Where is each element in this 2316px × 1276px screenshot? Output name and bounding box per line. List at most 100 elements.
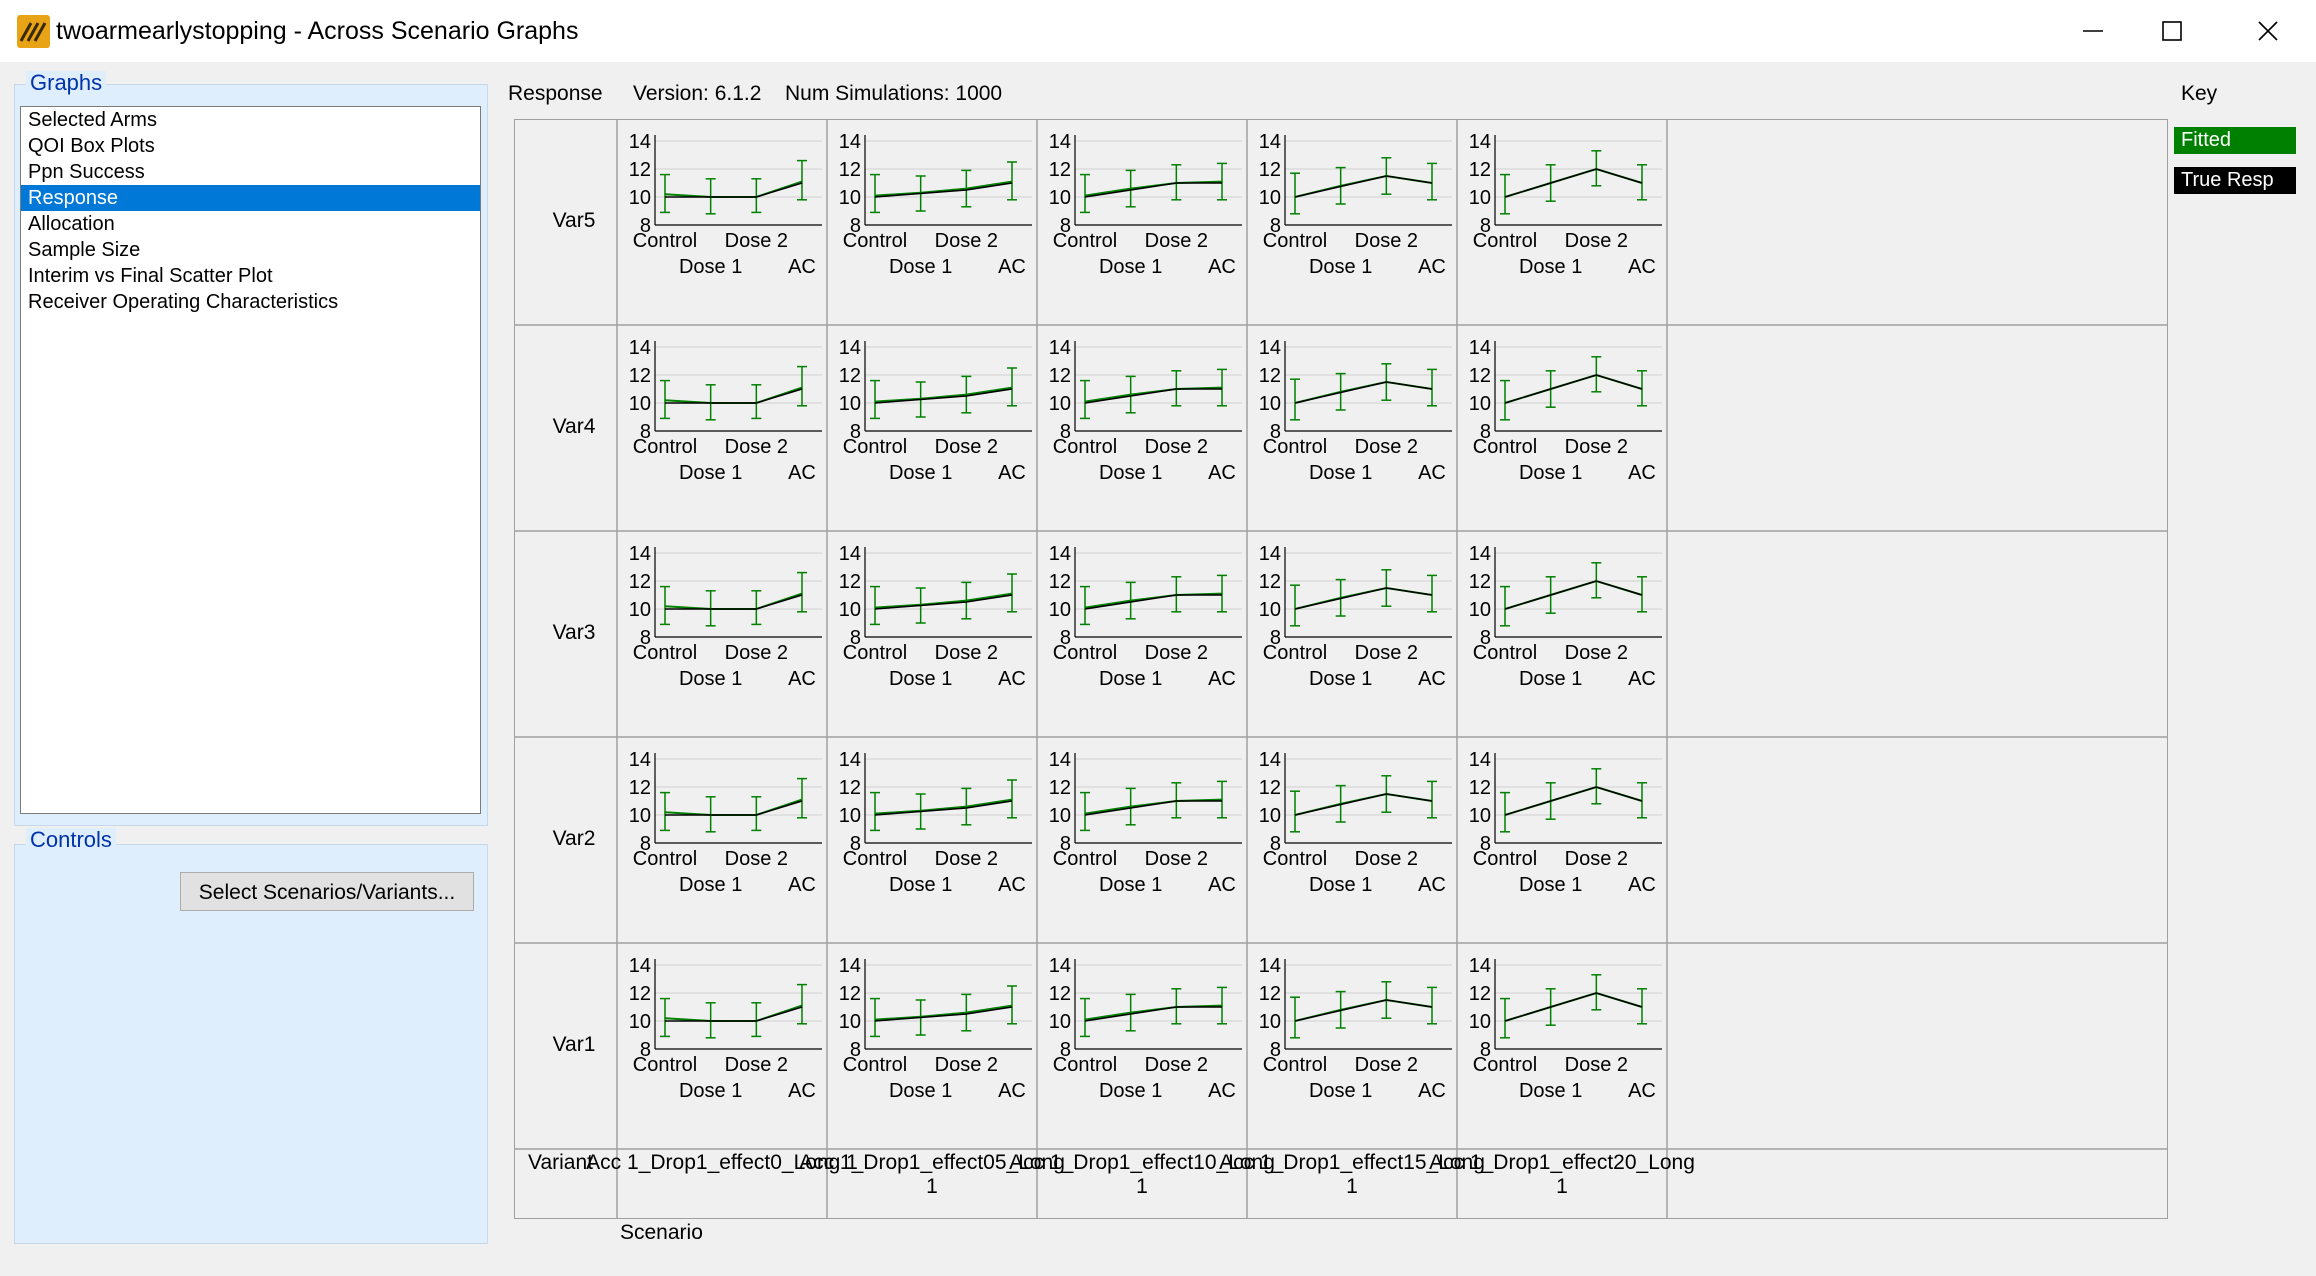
maximize-button[interactable] [2126,0,2218,62]
y-tick-label: 14 [1259,131,1281,153]
y-tick-label: 12 [1469,365,1491,387]
x-tick-label: Control [843,230,907,252]
y-tick-label: 14 [1259,337,1281,359]
y-tick-label: 10 [1469,1011,1491,1033]
y-tick-label: 8 [1480,1039,1491,1061]
x-tick-label: Control [1053,848,1117,870]
y-tick-label: 8 [640,215,651,237]
fitted-line [1504,373,1643,404]
graph-list-item[interactable]: Ppn Success [28,161,145,183]
x-tick-label: AC [1418,874,1446,896]
y-tick-label: 8 [1480,421,1491,443]
x-tick-label: Dose 1 [1099,256,1162,278]
graph-list-item[interactable]: Allocation [28,213,115,235]
y-tick-label: 12 [1049,159,1071,181]
scenario-column-label-cont: 1 [926,1175,938,1198]
select-scenarios-button[interactable]: Select Scenarios/Variants... [180,872,474,911]
graph-list-item[interactable]: Interim vs Final Scatter Plot [28,265,273,287]
y-tick-label: 8 [1060,627,1071,649]
y-tick-label: 14 [1259,955,1281,977]
window-title: twoarmearlystopping - Across Scenario Gr… [56,17,579,45]
x-tick-label: Dose 2 [935,230,998,252]
x-tick-label: Dose 1 [1099,668,1162,690]
x-tick-label: AC [1418,462,1446,484]
x-tick-label: Control [843,1054,907,1076]
x-tick-label: Control [1263,1054,1327,1076]
graph-list-item[interactable]: Selected Arms [28,109,157,131]
x-tick-label: Dose 2 [935,1054,998,1076]
y-tick-label: 10 [629,599,651,621]
x-tick-label: Dose 1 [679,462,742,484]
x-tick-label: Dose 2 [725,642,788,664]
x-tick-label: AC [1208,256,1236,278]
y-tick-label: 8 [1480,215,1491,237]
variant-row-label: Var2 [553,827,596,850]
x-tick-label: Dose 1 [889,256,952,278]
y-tick-label: 14 [1049,955,1071,977]
true-response-line [1294,381,1433,404]
x-tick-label: AC [1208,668,1236,690]
x-tick-label: AC [788,1080,816,1102]
y-tick-label: 10 [629,187,651,209]
graph-list-item[interactable]: Response [21,185,480,211]
x-tick-label: AC [998,256,1026,278]
x-tick-label: Dose 2 [725,436,788,458]
y-tick-label: 8 [1270,421,1281,443]
maximize-icon [2162,21,2182,41]
scenario-column-label: Acc 1_Drop1_effect10_Long [1009,1151,1275,1174]
x-tick-label: Dose 2 [1355,230,1418,252]
x-tick-label: Dose 1 [889,1080,952,1102]
x-tick-label: AC [1628,1080,1656,1102]
controls-group-title: Controls [26,828,116,852]
graph-list-item[interactable]: Sample Size [28,239,141,261]
x-tick-label: Dose 1 [1309,874,1372,896]
x-tick-label: Control [1053,230,1117,252]
y-tick-label: 12 [1469,983,1491,1005]
y-tick-label: 14 [839,749,861,771]
grid-border [514,119,2168,1219]
y-tick-label: 10 [839,805,861,827]
true-response-line [874,388,1013,404]
minimize-button[interactable] [2047,0,2139,62]
y-tick-label: 10 [1049,1011,1071,1033]
x-tick-label: Control [843,642,907,664]
graph-list-item[interactable]: Receiver Operating Characteristics [28,291,339,313]
graph-list-item[interactable]: QOI Box Plots [28,135,155,157]
x-tick-label: Control [633,230,697,252]
graph-type-list[interactable]: Selected Arms QOI Box Plots Ppn Success Res… [20,106,481,814]
y-tick-label: 10 [1049,393,1071,415]
x-tick-label: Dose 1 [679,668,742,690]
true-response-line [1084,1006,1222,1022]
x-tick-label: Dose 2 [1565,848,1628,870]
y-tick-label: 10 [1049,805,1071,827]
x-tick-label: Dose 2 [1355,848,1418,870]
fitted-line [874,180,1013,197]
y-tick-label: 8 [1270,627,1281,649]
y-tick-label: 14 [1469,337,1491,359]
y-tick-label: 12 [839,365,861,387]
x-tick-label: Control [843,436,907,458]
true-response-line [1084,594,1222,610]
close-button[interactable] [2222,0,2314,62]
x-tick-label: Dose 2 [1355,436,1418,458]
x-tick-label: Dose 2 [935,848,998,870]
key-true-resp: True Resp [2174,167,2296,194]
y-tick-label: 12 [629,571,651,593]
x-tick-label: Control [1473,848,1537,870]
true-response-line [1084,182,1222,198]
x-tick-label: AC [788,256,816,278]
x-tick-label: AC [998,462,1026,484]
scenario-column-label-cont: 1 [1346,1175,1358,1198]
y-tick-label: 14 [839,543,861,565]
y-tick-label: 14 [1049,749,1071,771]
y-tick-label: 12 [1049,571,1071,593]
x-tick-label: Dose 2 [1145,642,1208,664]
y-tick-label: 14 [839,337,861,359]
y-tick-label: 10 [1469,393,1491,415]
y-tick-label: 14 [1259,543,1281,565]
x-tick-label: Dose 1 [1519,874,1582,896]
x-tick-label: Dose 2 [1565,230,1628,252]
x-tick-label: Control [1263,436,1327,458]
x-tick-label: Control [1053,436,1117,458]
scenario-column-label: Acc 1_Drop1_effect0_Long 1 [586,1151,858,1174]
